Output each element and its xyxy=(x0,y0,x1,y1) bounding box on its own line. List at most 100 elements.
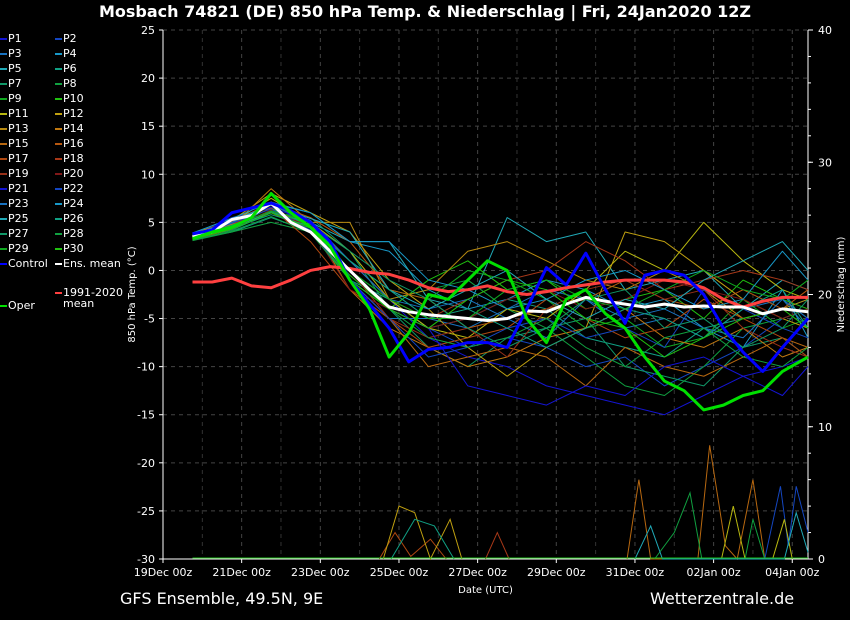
legend-item-ens-mean: Ens. mean xyxy=(55,257,121,271)
legend-label: P21 xyxy=(8,182,29,195)
y-tick-label: 25 xyxy=(141,24,155,37)
x-tick-label: 02Jan 00z xyxy=(686,566,740,579)
y-tick-label: 15 xyxy=(141,120,155,133)
legend-label: P7 xyxy=(8,77,22,90)
legend-swatch xyxy=(55,128,62,130)
x-axis-label: Date (UTC) xyxy=(458,585,513,596)
y-right-tick-label: 30 xyxy=(818,156,832,169)
legend-item-p24: P24 xyxy=(55,197,84,211)
legend-swatch xyxy=(0,188,7,190)
legend-label: P29 xyxy=(8,242,29,255)
legend-label: Control xyxy=(8,257,48,270)
x-tick-label: 21Dec 00z xyxy=(212,566,271,579)
legend-label: P4 xyxy=(63,47,77,60)
source-credit: Wetterzentrale.de xyxy=(650,589,795,608)
legend-swatch xyxy=(0,233,7,235)
y-axis-right-label: Niederschlag (mm) xyxy=(836,237,847,333)
legend-label: P17 xyxy=(8,152,29,165)
legend-swatch xyxy=(0,263,7,265)
legend-item-p28: P28 xyxy=(55,227,84,241)
precip-line-p17 xyxy=(378,531,447,560)
legend-item-p18: P18 xyxy=(55,152,84,166)
legend-item-p27: P27 xyxy=(0,227,29,241)
y-tick-label: 10 xyxy=(141,168,155,181)
legend-item-p8: P8 xyxy=(55,77,77,91)
legend-swatch xyxy=(0,128,7,130)
legend-swatch xyxy=(55,68,62,70)
legend-item-p29: P29 xyxy=(0,242,29,256)
legend-swatch xyxy=(55,218,62,220)
y-tick-label: -15 xyxy=(137,409,155,422)
legend-item-p25: P25 xyxy=(0,212,29,226)
legend-item-p17: P17 xyxy=(0,152,29,166)
legend-label: P24 xyxy=(63,197,84,210)
legend-label: P11 xyxy=(8,107,29,120)
legend-label: P26 xyxy=(63,212,84,225)
chart-title: Mosbach 74821 (DE) 850 hPa Temp. & Niede… xyxy=(98,2,752,21)
legend-label: P16 xyxy=(63,137,84,150)
series-line-p30 xyxy=(192,212,809,358)
legend-swatch xyxy=(0,203,7,205)
legend-item-p10: P10 xyxy=(55,92,84,106)
legend-swatch xyxy=(0,98,7,100)
x-tick-label: 19Dec 00z xyxy=(134,566,193,579)
legend-label: P25 xyxy=(8,212,29,225)
legend-item-p13: P13 xyxy=(0,122,29,136)
legend-swatch xyxy=(55,292,62,294)
y-right-tick-label: 10 xyxy=(818,421,832,434)
legend-item-p9: P9 xyxy=(0,92,22,106)
legend-item-p23: P23 xyxy=(0,197,29,211)
legend-item-p7: P7 xyxy=(0,77,22,91)
legend-label: P3 xyxy=(8,47,22,60)
legend-label: P6 xyxy=(63,62,77,75)
legend-swatch xyxy=(0,53,7,55)
legend-item-p3: P3 xyxy=(0,47,22,61)
x-tick-label: 31Dec 00z xyxy=(606,566,665,579)
legend-swatch xyxy=(0,68,7,70)
legend-swatch xyxy=(0,83,7,85)
legend-item-p11: P11 xyxy=(0,107,29,121)
legend-label: P9 xyxy=(8,92,22,105)
model-info: GFS Ensemble, 49.5N, 9E xyxy=(120,589,324,608)
series-line-p7 xyxy=(192,212,809,387)
legend-item-p30: P30 xyxy=(55,242,84,256)
legend-swatch xyxy=(0,113,7,115)
legend-label: Oper xyxy=(8,299,35,312)
y-tick-label: 5 xyxy=(148,216,155,229)
legend-swatch xyxy=(55,173,62,175)
legend-label: P18 xyxy=(63,152,84,165)
legend-item-p21: P21 xyxy=(0,182,29,196)
legend-swatch xyxy=(55,53,62,55)
legend-swatch xyxy=(0,38,7,40)
y-tick-label: -10 xyxy=(137,361,155,374)
legend-label: P13 xyxy=(8,122,29,135)
x-tick-label: 27Dec 00z xyxy=(448,566,507,579)
legend-swatch xyxy=(0,173,7,175)
x-tick-label: 23Dec 00z xyxy=(291,566,350,579)
legend-swatch xyxy=(0,143,7,145)
legend-label-climate-mean-line2: mean xyxy=(63,297,95,310)
legend-item-p26: P26 xyxy=(55,212,84,226)
legend-label: P30 xyxy=(63,242,84,255)
legend-swatch xyxy=(55,188,62,190)
legend-label: P1 xyxy=(8,32,22,45)
legend-item-p20: P20 xyxy=(55,167,84,181)
legend-item-p19: P19 xyxy=(0,167,29,181)
legend-item-control: Control xyxy=(0,257,48,271)
legend-swatch xyxy=(55,158,62,160)
legend-swatch xyxy=(0,248,7,250)
y-right-tick-label: 0 xyxy=(818,553,825,566)
y-tick-label: -30 xyxy=(137,553,155,566)
legend-item-p12: P12 xyxy=(55,107,84,121)
legend-swatch xyxy=(55,83,62,85)
legend-item-p1: P1 xyxy=(0,32,22,46)
legend-swatch xyxy=(55,233,62,235)
y-right-tick-label: 40 xyxy=(818,24,832,37)
legend-label: P28 xyxy=(63,227,84,240)
x-tick-label: 29Dec 00z xyxy=(527,566,586,579)
legend-swatch xyxy=(55,98,62,100)
legend-swatch xyxy=(0,305,7,307)
legend-item-climate-mean: 1991-2020 xyxy=(55,286,123,300)
legend-label: P8 xyxy=(63,77,77,90)
